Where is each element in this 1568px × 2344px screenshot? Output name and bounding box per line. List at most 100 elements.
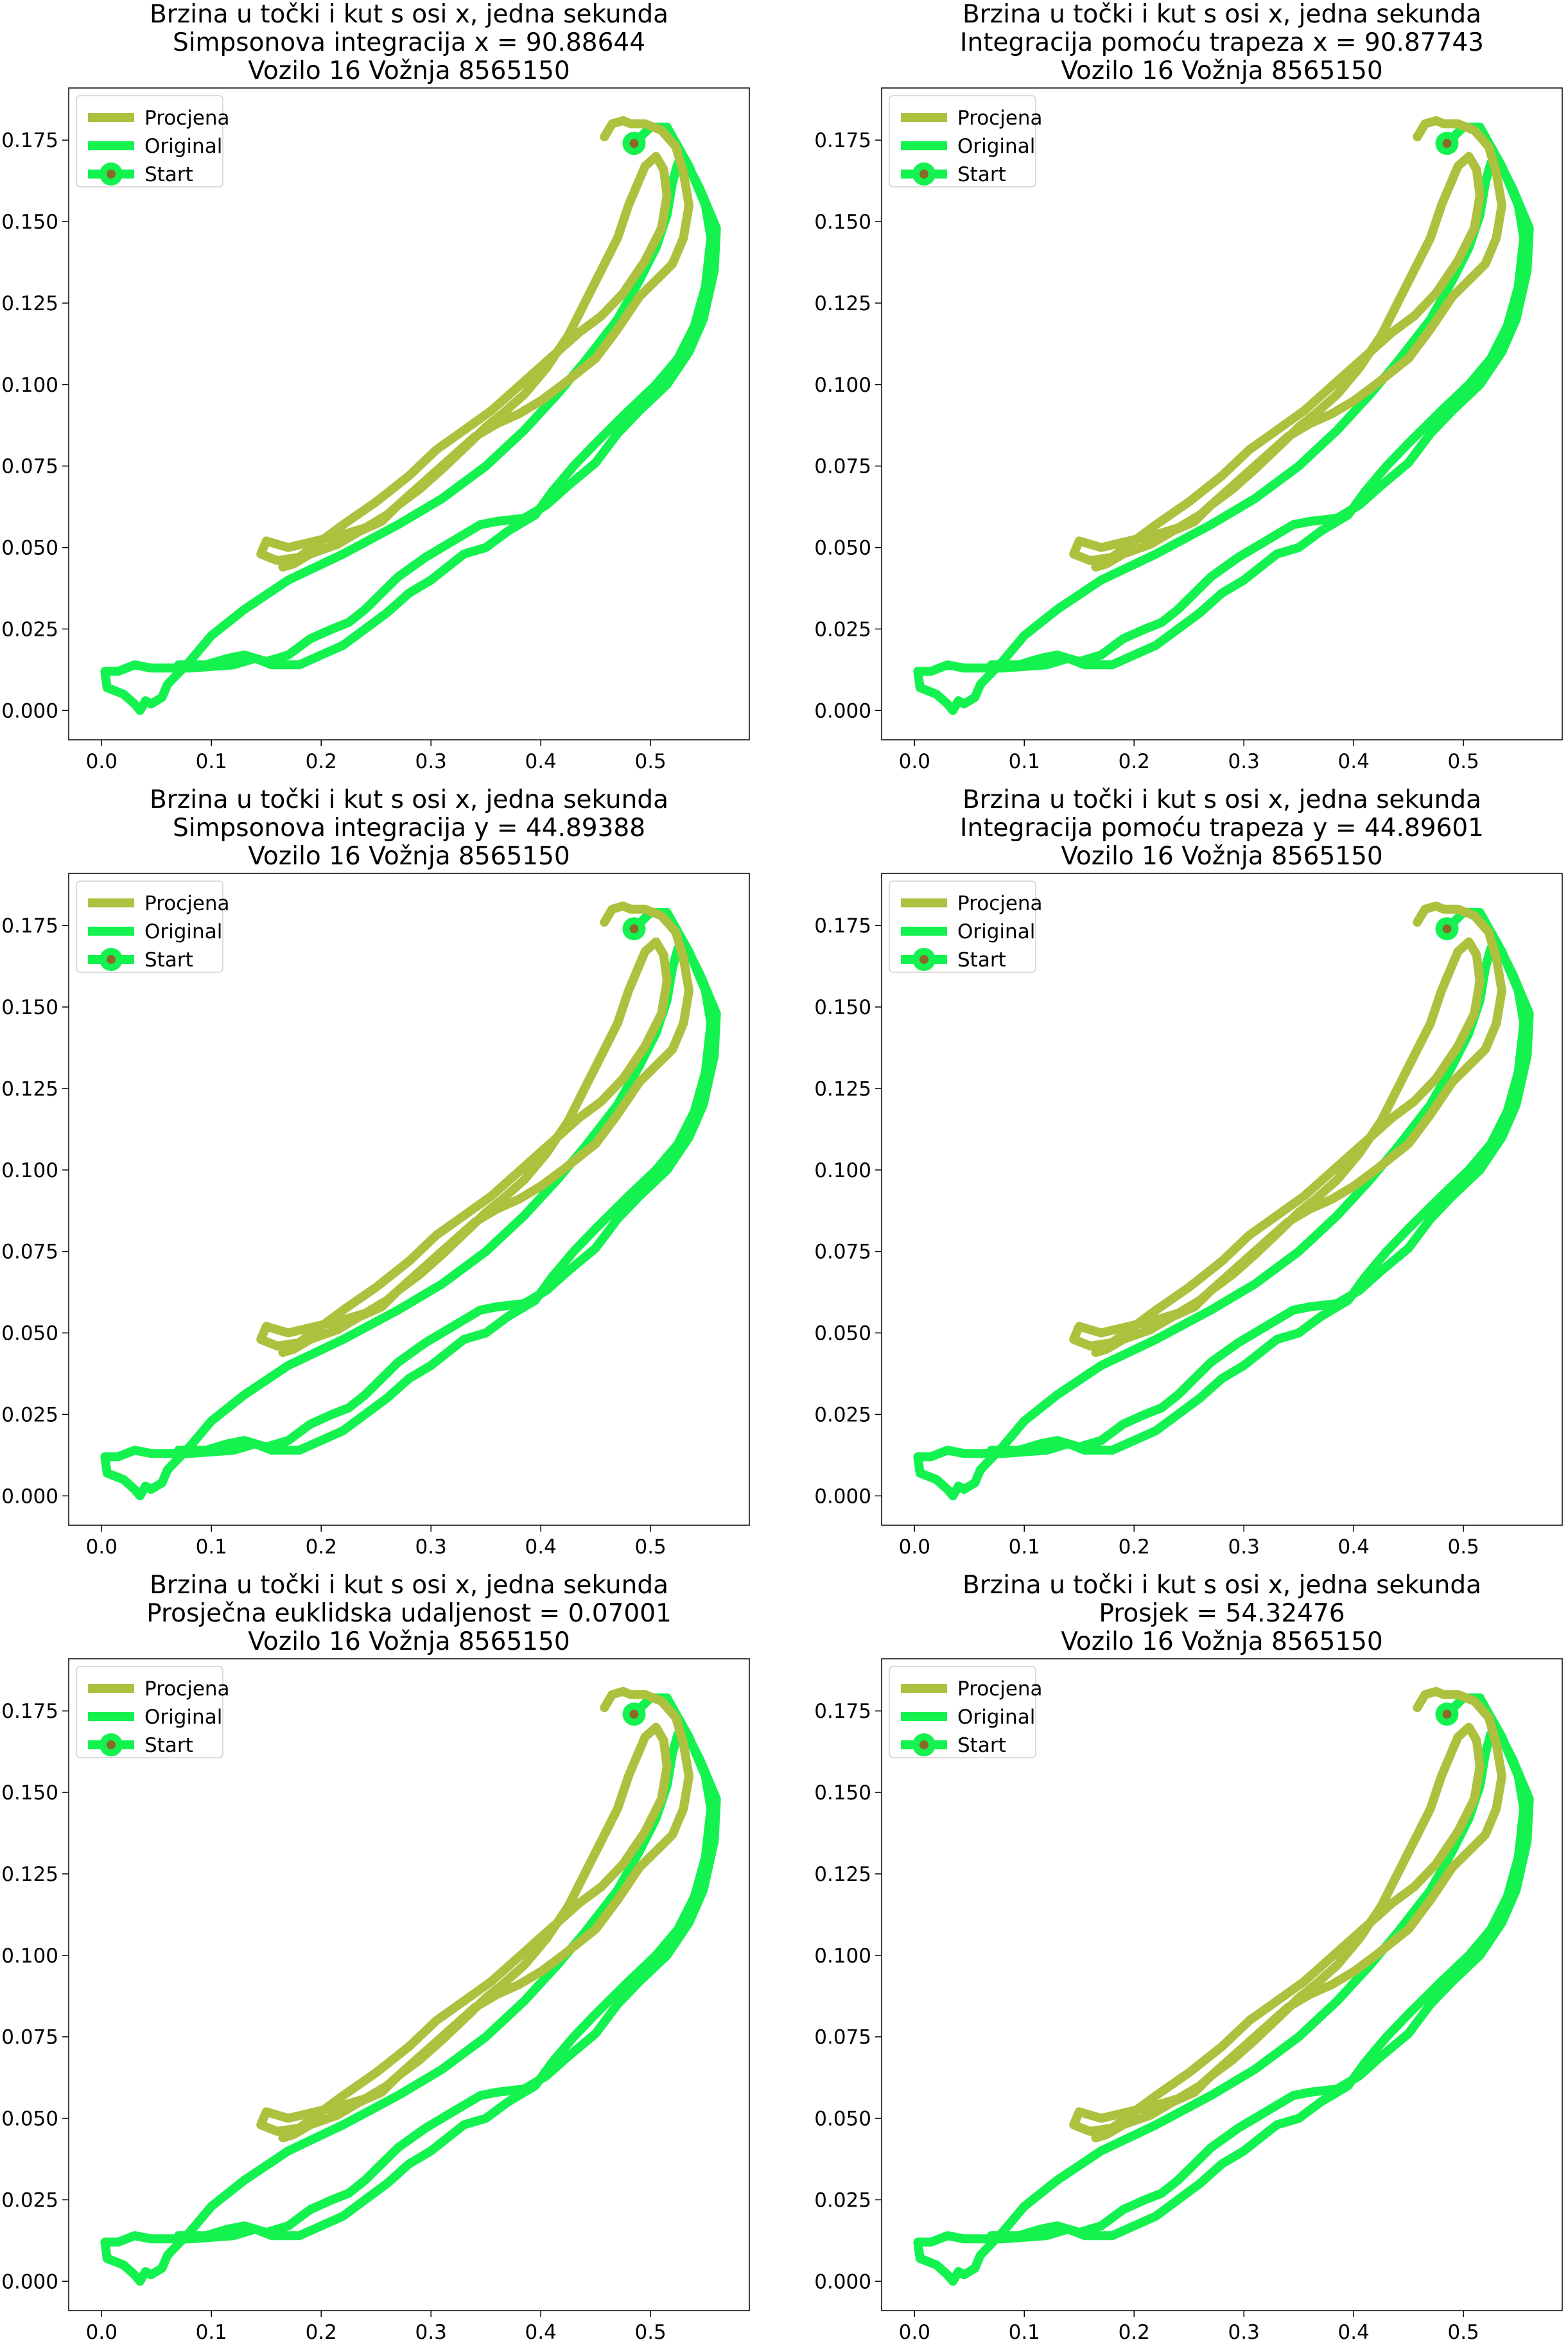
x-tick-label: 0.2 (306, 2321, 337, 2344)
x-tick-label: 0.2 (1119, 750, 1150, 773)
axes-frame (68, 873, 750, 1526)
x-tick-label: 0.4 (525, 2321, 557, 2344)
x-tick-label: 0.2 (1119, 2321, 1150, 2344)
y-tick-label: 0.175 (1, 914, 58, 938)
y-tick-label: 0.100 (814, 374, 871, 397)
axes-frame (881, 87, 1563, 740)
subplot-2: Brzina u točki i kut s osi x, jedna seku… (814, 0, 1563, 773)
series-line-original (913, 1693, 1534, 2286)
legend-label-procjena: Procjena (144, 892, 230, 915)
x-tick-label: 0.4 (1338, 750, 1370, 773)
x-tick-label: 0.3 (415, 1535, 447, 1559)
chart-title-line: Prosjek = 54.32476 (1099, 1599, 1345, 1628)
y-tick-label: 0.075 (814, 1241, 871, 1264)
subplot-1: Brzina u točki i kut s osi x, jedna seku… (1, 0, 750, 773)
start-marker-dot (1442, 1710, 1452, 1719)
axes-frame (881, 1658, 1563, 2311)
legend-start-marker-dot (107, 170, 116, 179)
legend-label-start: Start (957, 1734, 1006, 1757)
start-marker-dot (1442, 924, 1452, 934)
x-tick-label: 0.1 (196, 1535, 227, 1559)
start-marker-dot (629, 139, 639, 148)
legend: Procjena Original Start (889, 1666, 1043, 1758)
x-tick-label: 0.0 (86, 2321, 118, 2344)
x-tick-label: 0.4 (1338, 2321, 1370, 2344)
x-tick-label: 0.3 (415, 750, 447, 773)
series-line-procjena (1069, 1686, 1506, 2142)
y-tick-label: 0.100 (814, 1159, 871, 1182)
legend-label-procjena: Procjena (957, 1677, 1043, 1701)
x-tick-label: 0.2 (306, 1535, 337, 1559)
y-tick-label: 0.125 (814, 292, 871, 315)
chart-title-line: Prosječna euklidska udaljenost = 0.07001 (146, 1599, 672, 1628)
x-tick-label: 0.1 (1009, 750, 1040, 773)
y-tick-label: 0.150 (1, 1781, 58, 1805)
y-tick-label: 0.125 (1, 1863, 58, 1886)
y-tick-label: 0.000 (814, 699, 871, 722)
x-tick-label: 0.1 (1009, 1535, 1040, 1559)
y-tick-label: 0.150 (814, 1781, 871, 1805)
x-tick-label: 0.5 (634, 1535, 666, 1559)
legend-start-marker-dot (919, 1740, 928, 1749)
subplot-5: Brzina u točki i kut s osi x, jedna seku… (1, 1571, 750, 2344)
legend-label-start: Start (957, 163, 1006, 186)
y-tick-label: 0.150 (814, 996, 871, 1019)
x-tick-label: 0.0 (899, 1535, 930, 1559)
legend-start-marker-dot (107, 955, 116, 964)
y-tick-label: 0.125 (1, 1078, 58, 1101)
x-tick-label: 0.0 (86, 750, 118, 773)
y-tick-label: 0.050 (814, 2108, 871, 2131)
axes-frame (68, 87, 750, 740)
x-tick-label: 0.3 (1228, 1535, 1260, 1559)
chart-title-line: Brzina u točki i kut s osi x, jedna seku… (150, 785, 668, 814)
chart-title-line: Integracija pomoću trapeza y = 44.89601 (960, 814, 1484, 843)
y-tick-label: 0.025 (814, 2189, 871, 2212)
legend-start-marker-dot (107, 1740, 116, 1749)
chart-title-line: Vozilo 16 Vožnja 8565150 (1061, 57, 1382, 85)
legend-label-original: Original (144, 1706, 222, 1729)
y-tick-label: 0.100 (814, 1945, 871, 1968)
y-tick-label: 0.000 (814, 1485, 871, 1508)
x-tick-label: 0.2 (306, 750, 337, 773)
chart-title-line: Brzina u točki i kut s osi x, jedna seku… (150, 1571, 668, 1600)
legend-label-start: Start (144, 949, 193, 972)
x-tick-label: 0.0 (899, 750, 930, 773)
y-tick-label: 0.100 (1, 1945, 58, 1968)
y-tick-label: 0.000 (1, 1485, 58, 1508)
y-tick-label: 0.100 (1, 374, 58, 397)
y-tick-label: 0.050 (1, 537, 58, 560)
y-tick-label: 0.100 (1, 1159, 58, 1182)
plot-area (100, 901, 721, 1501)
chart-title-line: Brzina u točki i kut s osi x, jedna seku… (963, 785, 1481, 814)
y-tick-label: 0.075 (814, 2026, 871, 2049)
series-line-procjena (256, 901, 693, 1357)
series-line-original (100, 122, 721, 715)
subplot-4: Brzina u točki i kut s osi x, jedna seku… (814, 785, 1563, 1559)
y-tick-label: 0.150 (814, 211, 871, 234)
x-tick-label: 0.0 (86, 1535, 118, 1559)
legend-label-procjena: Procjena (957, 892, 1043, 915)
x-tick-label: 0.5 (634, 2321, 666, 2344)
y-tick-label: 0.075 (1, 2026, 58, 2049)
series-line-original (100, 907, 721, 1501)
y-tick-label: 0.025 (1, 618, 58, 641)
x-tick-label: 0.1 (1009, 2321, 1040, 2344)
start-marker-dot (629, 1710, 639, 1719)
y-tick-label: 0.125 (814, 1078, 871, 1101)
plot-area (100, 116, 721, 715)
legend-label-original: Original (957, 920, 1035, 943)
plot-area (913, 116, 1534, 715)
y-tick-label: 0.050 (814, 537, 871, 560)
chart-title-line: Brzina u točki i kut s osi x, jedna seku… (150, 0, 668, 29)
series-line-procjena (1069, 901, 1506, 1357)
legend-label-original: Original (957, 135, 1035, 158)
y-tick-label: 0.175 (814, 1700, 871, 1723)
y-tick-label: 0.025 (1, 2189, 58, 2212)
series-line-original (100, 1693, 721, 2286)
series-line-original (913, 907, 1534, 1501)
legend: Procjena Original Start (889, 880, 1043, 973)
legend-start-marker-dot (919, 955, 928, 964)
chart-title-line: Simpsonova integracija y = 44.89388 (173, 814, 645, 843)
x-tick-label: 0.2 (1119, 1535, 1150, 1559)
